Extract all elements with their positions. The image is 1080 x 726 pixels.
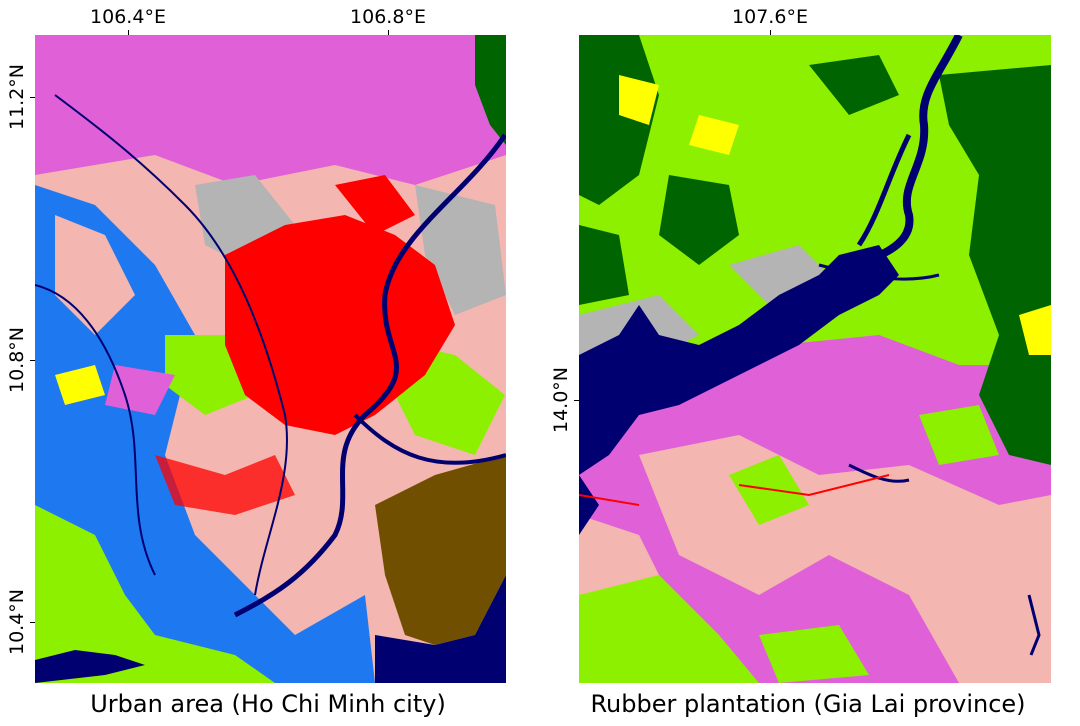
lat-tick-label: 10.4°N bbox=[6, 588, 28, 656]
lon-tick-label: 106.4°E bbox=[90, 6, 166, 28]
map-rubber-gialai bbox=[579, 35, 1051, 683]
lon-tick-mark bbox=[388, 30, 389, 35]
lat-tick-label: 14.0°N bbox=[550, 366, 572, 434]
map-caption: Urban area (Ho Chi Minh city) bbox=[90, 690, 446, 718]
lat-tick-mark bbox=[30, 622, 35, 623]
lat-tick-mark bbox=[574, 400, 579, 401]
lat-tick-mark bbox=[30, 360, 35, 361]
lat-tick-mark bbox=[30, 97, 35, 98]
lon-tick-label: 107.6°E bbox=[732, 6, 808, 28]
map-urban-hcmc bbox=[35, 35, 506, 683]
map-caption: Rubber plantation (Gia Lai province) bbox=[590, 690, 1026, 718]
land-cover-map-rubber bbox=[579, 35, 1051, 683]
lon-tick-label: 106.8°E bbox=[350, 6, 426, 28]
lat-tick-label: 11.2°N bbox=[6, 63, 28, 131]
land-cover-map-urban bbox=[35, 35, 506, 683]
lon-tick-mark bbox=[128, 30, 129, 35]
lat-tick-label: 10.8°N bbox=[6, 326, 28, 394]
lon-tick-mark bbox=[770, 30, 771, 35]
